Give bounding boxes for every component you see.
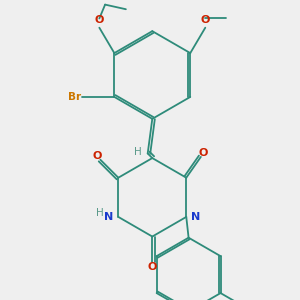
Text: H: H xyxy=(96,208,103,218)
Text: Br: Br xyxy=(68,92,81,102)
Text: O: O xyxy=(148,262,157,272)
Text: O: O xyxy=(199,148,208,158)
Text: O: O xyxy=(94,15,104,26)
Text: N: N xyxy=(191,212,200,222)
Text: N: N xyxy=(104,212,114,222)
Text: H: H xyxy=(134,147,142,157)
Text: O: O xyxy=(92,152,102,161)
Text: O: O xyxy=(201,15,210,26)
